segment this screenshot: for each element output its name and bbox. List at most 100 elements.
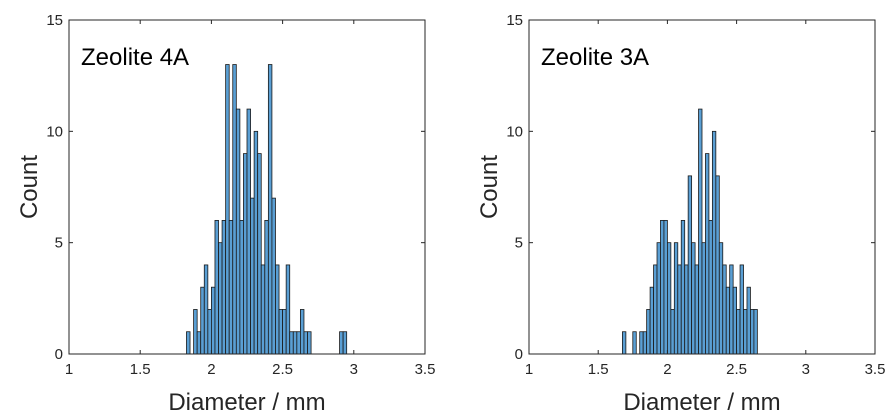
histogram-bar	[339, 331, 344, 355]
histogram-bar	[271, 197, 276, 355]
histogram-bar	[246, 108, 251, 355]
y-tick-label: 5	[515, 235, 523, 252]
histogram-bar	[342, 331, 348, 355]
histogram-bar	[250, 197, 255, 355]
histogram-bar	[622, 331, 627, 355]
histogram-bar	[646, 309, 651, 355]
histogram-bar	[228, 219, 234, 355]
x-tick-label: 2.5	[726, 361, 747, 378]
histogram-bar	[736, 309, 741, 355]
histogram-bar	[243, 153, 248, 355]
histogram-bar	[718, 242, 724, 355]
plot-frame	[528, 19, 876, 355]
x-tick-label: 3.5	[865, 361, 886, 378]
histogram-bar	[307, 331, 312, 355]
histogram-bar	[285, 264, 291, 355]
histogram-bar	[698, 108, 703, 355]
y-tick-label: 15	[506, 12, 523, 29]
histogram-bar	[656, 242, 661, 355]
histogram-bar	[660, 219, 665, 355]
histogram-bar	[289, 331, 294, 355]
histogram-bar	[750, 309, 755, 355]
histogram-bar	[753, 309, 758, 355]
histogram-bar	[708, 219, 713, 355]
histogram-bar	[218, 242, 223, 355]
histogram-bar	[225, 64, 230, 355]
histogram-bar	[221, 219, 227, 355]
histogram-bar	[264, 219, 269, 355]
histogram-bar	[267, 64, 273, 355]
y-tick-label: 10	[46, 123, 63, 140]
y-tick-label: 15	[46, 12, 63, 29]
x-tick-label: 3	[350, 361, 358, 378]
histogram-bar	[677, 264, 682, 355]
y-tick-label: 10	[506, 123, 523, 140]
x-tick-label: 1.5	[130, 361, 151, 378]
x-tick-label: 2	[663, 361, 671, 378]
x-tick-label: 3	[802, 361, 810, 378]
y-tick-label: 5	[55, 235, 63, 252]
histogram-bar	[292, 331, 298, 355]
histogram-bar	[639, 331, 644, 355]
y-axis-label: Count	[476, 155, 503, 219]
histogram-bar	[642, 331, 648, 355]
x-tick-label: 2	[207, 361, 215, 378]
histogram-bar	[722, 264, 727, 355]
histogram-bar	[303, 331, 308, 355]
panel-title: Zeolite 3A	[541, 44, 649, 71]
histogram-bar	[210, 286, 216, 355]
histogram-bar	[729, 264, 734, 355]
x-tick-label: 1	[525, 361, 533, 378]
histogram-bar	[694, 264, 699, 355]
histogram-bar	[186, 331, 191, 355]
histogram-bar	[687, 175, 693, 355]
histogram-bar	[278, 309, 284, 355]
histogram-bar	[253, 130, 259, 355]
x-axis-label: Diameter / mm	[168, 389, 325, 416]
histogram-bar	[200, 286, 205, 355]
histogram-bar	[670, 309, 675, 355]
x-axis-label: Diameter / mm	[623, 389, 780, 416]
histogram-bar	[193, 309, 198, 355]
histogram-bar	[214, 219, 219, 355]
histogram-bar	[732, 286, 738, 355]
histogram-bar	[739, 264, 744, 355]
histogram-bar	[711, 130, 717, 355]
x-tick-label: 1	[65, 361, 73, 378]
histogram-bar	[684, 264, 689, 355]
histogram-bar	[207, 309, 212, 355]
x-tick-label: 3.5	[415, 361, 436, 378]
y-tick-label: 0	[55, 346, 63, 363]
histogram-bar	[691, 242, 696, 355]
histogram-bar	[673, 242, 679, 355]
histogram-bar	[257, 153, 262, 355]
y-axis-label: Count	[16, 155, 43, 219]
histogram-bar	[203, 264, 209, 355]
histogram-bar	[235, 108, 241, 355]
histogram-bar	[667, 242, 672, 355]
histogram-bar	[725, 286, 731, 355]
histogram-bar	[705, 153, 710, 355]
histogram-bar	[743, 309, 748, 355]
histogram-bar	[653, 264, 658, 355]
histogram-bar	[196, 331, 202, 355]
axis-ticks: 1 1.5 2 2.5 3 3.5 0 5 10 15	[46, 12, 435, 378]
histogram-panel-zeolite-3a: 1 1.5 2 2.5 3 3.5 0 5 10 15 Zeolite 3A Diameter /…	[476, 12, 885, 416]
histogram-bar	[282, 309, 287, 355]
histogram-bar	[680, 219, 686, 355]
panel-title: Zeolite 4A	[81, 44, 189, 71]
y-tick-label: 0	[515, 346, 523, 363]
histogram-bar	[275, 264, 280, 355]
histogram-bar	[701, 242, 706, 355]
histogram-panel-zeolite-4a: 1 1.5 2 2.5 3 3.5 0 5 10 15 Zeolite 4A Diameter /…	[16, 12, 435, 416]
histogram-bar	[746, 286, 751, 355]
histogram-bar	[232, 64, 237, 355]
histogram-bar	[239, 219, 244, 355]
histogram-bar	[663, 219, 668, 355]
histogram-bar	[715, 175, 720, 355]
histogram-bar	[649, 286, 654, 355]
histogram-bar	[299, 309, 305, 355]
histogram-bar	[632, 331, 637, 355]
histogram-bar	[260, 264, 266, 355]
